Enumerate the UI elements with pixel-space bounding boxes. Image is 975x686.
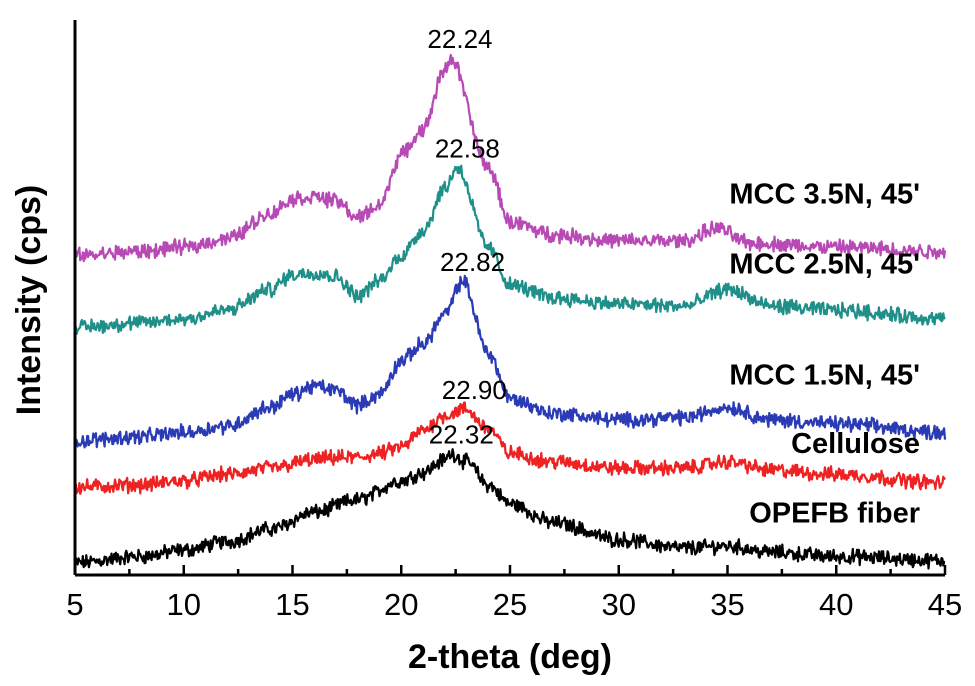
series-labels: OPEFB fiber Cellulose MCC 1.5N, 45' MCC 2.5… bbox=[729, 178, 920, 529]
x-tick-label: 40 bbox=[819, 587, 853, 622]
series-traces bbox=[73, 53, 947, 570]
series-label-cellulose: Cellulose bbox=[791, 428, 920, 460]
x-tick-label: 5 bbox=[66, 587, 83, 622]
x-tick-label: 25 bbox=[493, 587, 527, 622]
x-tick-label: 15 bbox=[275, 587, 309, 622]
series-line-mcc-1-5n-45 bbox=[73, 274, 947, 449]
y-axis-title: Intensity (cps) bbox=[10, 185, 48, 415]
x-tick-label: 45 bbox=[928, 587, 962, 622]
series-line-cellulose bbox=[73, 401, 946, 495]
peak-label-mcc-3-5n-45: 22.24 bbox=[427, 24, 492, 54]
peak-label-mcc-2-5n-45: 22.58 bbox=[435, 133, 500, 163]
series-line-mcc-3-5n-45 bbox=[73, 53, 947, 263]
peak-label-cellulose: 22.90 bbox=[442, 375, 507, 405]
peak-label-mcc-1-5n-45: 22.82 bbox=[440, 247, 505, 277]
series-label-mcc-3-5n-45: MCC 3.5N, 45' bbox=[729, 178, 920, 210]
series-label-opefb-fiber: OPEFB fiber bbox=[749, 498, 920, 530]
series-line-mcc-2-5n-45 bbox=[74, 164, 946, 335]
series-label-mcc-1-5n-45: MCC 1.5N, 45' bbox=[729, 359, 920, 391]
x-tick-label: 10 bbox=[167, 587, 201, 622]
peak-labels: 22.32 22.90 22.82 22.58 22.24 bbox=[427, 24, 506, 450]
x-tick-label: 30 bbox=[602, 587, 636, 622]
series-line-opefb-fiber bbox=[73, 448, 946, 570]
x-axis-title: 2-theta (deg) bbox=[408, 638, 612, 676]
peak-label-opefb-fiber: 22.32 bbox=[429, 419, 494, 449]
x-tick-label: 35 bbox=[710, 587, 744, 622]
x-tick-label: 20 bbox=[384, 587, 418, 622]
x-axis-ticks: 5 10 15 20 25 30 35 40 45 bbox=[66, 565, 962, 622]
series-label-mcc-2-5n-45: MCC 2.5N, 45' bbox=[729, 249, 920, 281]
